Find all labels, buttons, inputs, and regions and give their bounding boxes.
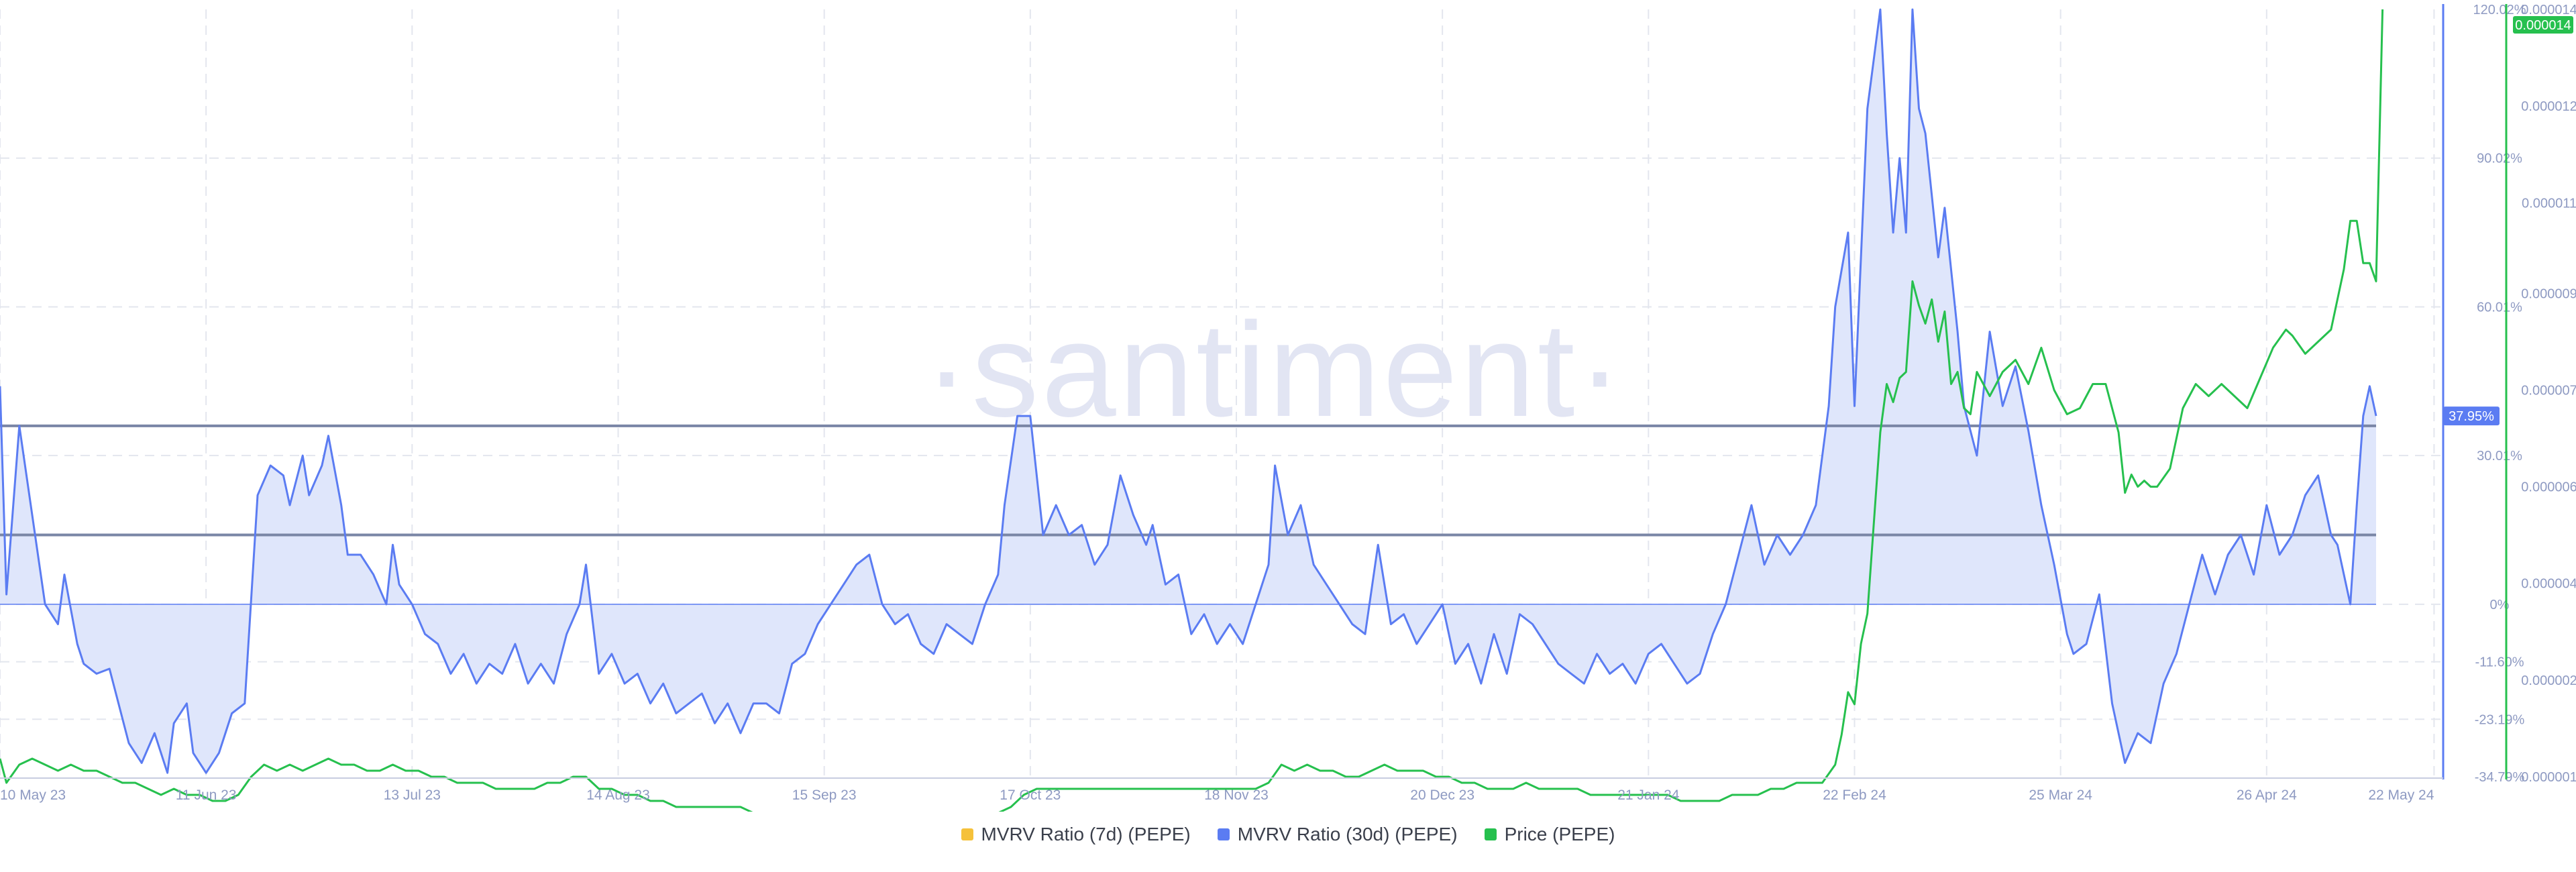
legend-swatch-price bbox=[1484, 828, 1497, 840]
x-tick-label: 14 Aug 23 bbox=[586, 787, 650, 803]
series-layer bbox=[0, 8, 2384, 814]
right-axis-tick-label: 0.000009 bbox=[2521, 286, 2576, 301]
price-last-value-label: 0.000014 bbox=[2515, 18, 2571, 33]
x-tick-label: 20 Dec 23 bbox=[1410, 787, 1474, 803]
x-tick-label: 26 Apr 24 bbox=[2237, 787, 2297, 803]
left-axis-tick-label: 60.01% bbox=[2477, 300, 2522, 315]
chart-legend: MVRV Ratio (7d) (PEPE) MVRV Ratio (30d) … bbox=[0, 824, 2576, 845]
x-tick-label: 22 Feb 24 bbox=[1823, 787, 1886, 803]
x-tick-label: 18 Nov 23 bbox=[1204, 787, 1269, 803]
legend-swatch-mvrv-7d bbox=[961, 828, 973, 840]
mvrv-30d-line bbox=[0, 8, 2377, 774]
x-tick-label: 21 Jan 24 bbox=[1617, 787, 1680, 803]
mvrv-last-value-label: 37.95% bbox=[2449, 409, 2494, 424]
right-axis-tick-label: 0.000004 bbox=[2521, 577, 2576, 592]
x-tick-label: 25 Mar 24 bbox=[2029, 787, 2092, 803]
price-line bbox=[0, 9, 2384, 814]
right-axis-tick-label: 0.000012 bbox=[2521, 99, 2576, 114]
x-tick-label: 10 May 23 bbox=[0, 787, 66, 803]
x-tick-label: 13 Jul 23 bbox=[384, 787, 441, 803]
right-axis-tick-label: 0.000011 bbox=[2522, 196, 2576, 211]
chart-svg: ·santiment· 10 May 23 11 Jun 23 13 Jul 23 1… bbox=[0, 3, 2576, 814]
watermark-text: ·santiment· bbox=[924, 295, 1625, 445]
left-axis-tick-label: 0% bbox=[2490, 598, 2510, 612]
right-axis-tick-label: 0.000014 bbox=[2521, 3, 2576, 17]
right-axis-tick-label: 0.000006 bbox=[2521, 480, 2576, 495]
left-axis-tick-label: 30.01% bbox=[2477, 449, 2522, 464]
x-tick-label: 11 Jun 23 bbox=[176, 787, 237, 803]
legend-label-mvrv-7d: MVRV Ratio (7d) (PEPE) bbox=[981, 824, 1191, 844]
left-axis-tick-label: 120.02% bbox=[2473, 3, 2526, 17]
x-tick-label: 17 Oct 23 bbox=[1000, 787, 1061, 803]
right-axis-tick-label: 0.000002 bbox=[2521, 673, 2576, 688]
left-axis-tick-label: -23.19% bbox=[2475, 712, 2525, 727]
legend-item-mvrv-7d[interactable]: MVRV Ratio (7d) (PEPE) bbox=[961, 824, 1191, 845]
x-tick-label: 15 Sep 23 bbox=[792, 787, 857, 803]
legend-item-mvrv-30d[interactable]: MVRV Ratio (30d) (PEPE) bbox=[1217, 824, 1458, 845]
price-last-value-badge bbox=[2513, 16, 2573, 34]
mvrv-30d-area bbox=[0, 9, 2377, 773]
legend-label-price: Price (PEPE) bbox=[1504, 824, 1615, 844]
legend-swatch-mvrv-30d bbox=[1217, 828, 1230, 840]
left-axis-tick-label: 90.02% bbox=[2477, 152, 2522, 166]
axis-layer: 10 May 23 11 Jun 23 13 Jul 23 14 Aug 23 15 S… bbox=[0, 3, 2576, 803]
legend-item-price[interactable]: Price (PEPE) bbox=[1484, 824, 1615, 845]
legend-label-mvrv-30d: MVRV Ratio (30d) (PEPE) bbox=[1237, 824, 1458, 844]
x-tick-label: 22 May 24 bbox=[2368, 787, 2434, 803]
right-axis-tick-label: 0.000007 bbox=[2521, 383, 2576, 398]
mvrv-last-value-badge bbox=[2443, 406, 2500, 426]
left-axis-tick-label: -11.60% bbox=[2475, 655, 2524, 670]
left-axis-tick-label: -34.79% bbox=[2475, 770, 2525, 785]
right-axis-tick-label: 0.000001 bbox=[2521, 770, 2576, 785]
